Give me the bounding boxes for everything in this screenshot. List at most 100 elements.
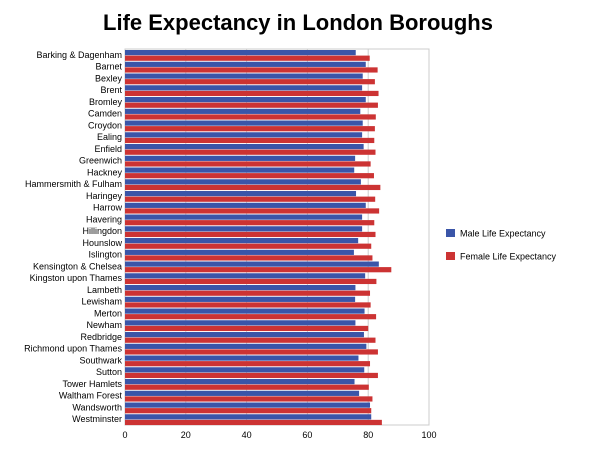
y-tick-label: Hackney bbox=[87, 167, 123, 177]
chart-title: Life Expectancy in London Boroughs bbox=[103, 10, 493, 35]
male-bar bbox=[125, 85, 363, 91]
x-tick-label: 60 bbox=[302, 430, 312, 440]
male-bar bbox=[125, 355, 359, 361]
male-bar bbox=[125, 320, 356, 326]
y-tick-label: Lewisham bbox=[81, 297, 122, 307]
legend-swatch bbox=[446, 252, 455, 260]
female-bar bbox=[125, 419, 382, 426]
y-tick-label: Islington bbox=[88, 250, 122, 260]
legend-label: Male Life Expectancy bbox=[460, 229, 546, 239]
male-bar bbox=[125, 308, 365, 314]
y-tick-label: Barking & Dagenham bbox=[36, 50, 122, 60]
male-bar bbox=[125, 226, 363, 232]
y-tick-label: Redbridge bbox=[80, 332, 122, 342]
y-tick-label: Enfield bbox=[94, 144, 122, 154]
female-bar bbox=[125, 349, 378, 355]
female-bar bbox=[125, 184, 381, 191]
male-bar bbox=[125, 214, 363, 220]
y-tick-label: Bromley bbox=[89, 97, 123, 107]
y-tick-label: Waltham Forest bbox=[59, 391, 123, 401]
female-bar bbox=[125, 267, 392, 273]
y-tick-label: Bexley bbox=[95, 73, 123, 83]
x-tick-label: 40 bbox=[242, 430, 252, 440]
y-tick-label: Kingston upon Thames bbox=[30, 273, 123, 283]
male-bar bbox=[125, 120, 363, 126]
female-bar bbox=[125, 361, 371, 367]
male-bar bbox=[125, 332, 364, 338]
female-bar bbox=[125, 231, 376, 238]
female-bar bbox=[125, 396, 373, 402]
male-bar bbox=[125, 390, 360, 396]
male-bar bbox=[125, 167, 355, 173]
y-tick-label: Greenwich bbox=[79, 156, 122, 166]
female-bar bbox=[125, 90, 379, 97]
female-bar bbox=[125, 126, 375, 132]
y-tick-label: Tower Hamlets bbox=[62, 379, 122, 389]
male-bar bbox=[125, 155, 356, 161]
y-tick-label: Westminster bbox=[72, 414, 122, 424]
male-bar bbox=[125, 73, 363, 79]
female-bar bbox=[125, 384, 369, 390]
y-tick-label: Sutton bbox=[96, 367, 122, 377]
female-bar bbox=[125, 278, 377, 285]
x-tick-label: 0 bbox=[122, 430, 127, 440]
female-bar bbox=[125, 290, 371, 296]
male-bar bbox=[125, 191, 357, 197]
y-tick-label: Hillingdon bbox=[82, 226, 122, 236]
y-tick-label: Harrow bbox=[93, 203, 123, 213]
male-bar bbox=[125, 249, 354, 255]
male-bar bbox=[125, 273, 366, 279]
y-tick-label: Hounslow bbox=[82, 238, 122, 248]
female-bar bbox=[125, 102, 378, 108]
y-tick-label: Havering bbox=[86, 214, 122, 224]
female-bar bbox=[125, 337, 376, 343]
y-tick-label: Barnet bbox=[95, 62, 122, 72]
y-tick-label: Croydon bbox=[88, 120, 122, 130]
female-bar bbox=[125, 149, 376, 155]
y-tick-label: Kensington & Chelsea bbox=[33, 261, 122, 271]
y-tick-label: Hammersmith & Fulham bbox=[25, 179, 122, 189]
male-bar bbox=[125, 97, 366, 103]
female-bar bbox=[125, 67, 378, 73]
female-bar bbox=[125, 243, 372, 249]
y-tick-label: Lambeth bbox=[87, 285, 122, 295]
female-bar bbox=[125, 196, 376, 202]
female-bar bbox=[125, 55, 370, 61]
male-bar bbox=[125, 202, 366, 208]
y-tick-label: Brent bbox=[100, 85, 122, 95]
female-bar bbox=[125, 173, 374, 179]
y-tick-label: Southwark bbox=[79, 355, 122, 365]
male-bar bbox=[125, 414, 372, 420]
female-bar bbox=[125, 314, 377, 320]
female-bar bbox=[125, 255, 373, 261]
male-bar bbox=[125, 367, 365, 373]
female-bar bbox=[125, 325, 369, 332]
male-bar bbox=[125, 285, 356, 291]
female-bar bbox=[125, 114, 376, 120]
legend-label: Female Life Expectancy bbox=[460, 252, 557, 262]
male-bar bbox=[125, 179, 361, 185]
male-bar bbox=[125, 108, 361, 114]
x-tick-label: 80 bbox=[363, 430, 373, 440]
male-bar bbox=[125, 61, 366, 67]
male-bar bbox=[125, 296, 356, 302]
male-bar bbox=[125, 379, 355, 385]
male-bar bbox=[125, 238, 359, 244]
y-tick-label: Haringey bbox=[86, 191, 123, 201]
x-tick-label: 20 bbox=[181, 430, 191, 440]
female-bar bbox=[125, 408, 372, 414]
male-bar bbox=[125, 132, 363, 138]
y-tick-label: Camden bbox=[88, 109, 122, 119]
female-bar bbox=[125, 220, 375, 226]
male-bar bbox=[125, 402, 371, 408]
x-tick-label: 100 bbox=[421, 430, 436, 440]
y-tick-label: Newham bbox=[86, 320, 122, 330]
male-bar bbox=[125, 343, 367, 349]
female-bar bbox=[125, 161, 371, 167]
y-tick-label: Richmond upon Thames bbox=[24, 344, 122, 354]
female-bar bbox=[125, 302, 371, 308]
male-bar bbox=[125, 144, 364, 150]
female-bar bbox=[125, 372, 378, 379]
female-bar bbox=[125, 208, 380, 214]
